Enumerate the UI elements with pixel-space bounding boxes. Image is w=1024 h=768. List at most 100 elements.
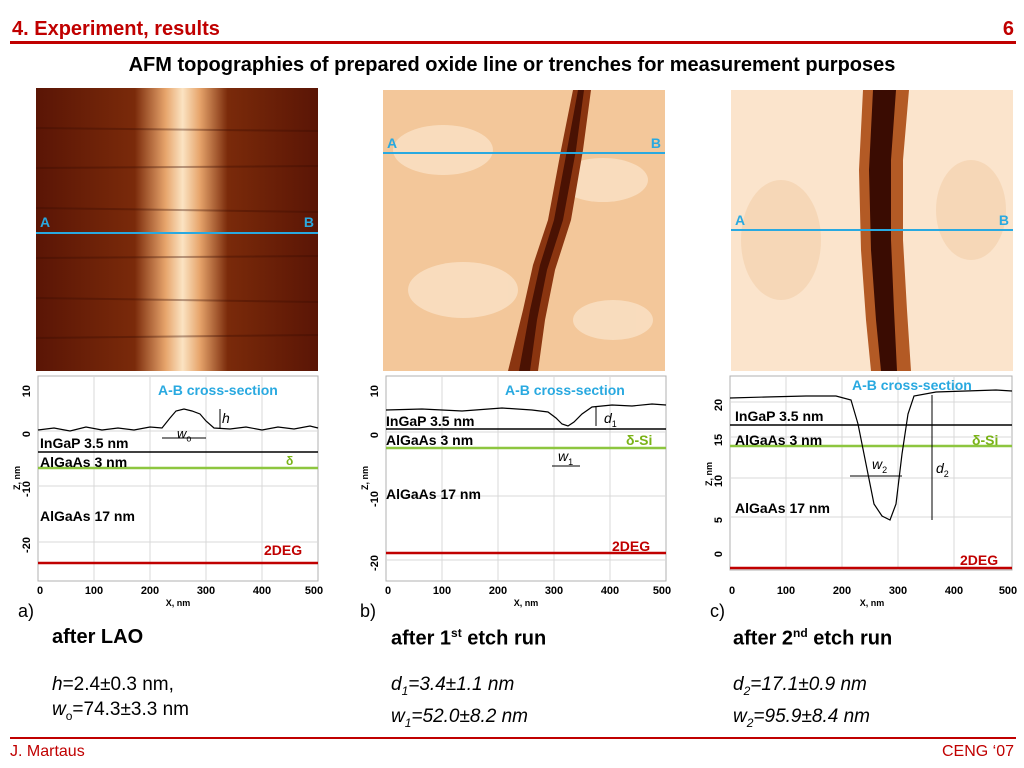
ytick-label: 0 bbox=[369, 432, 381, 438]
afm-image-b: A B bbox=[383, 90, 665, 371]
xtick-label: 200 bbox=[833, 585, 851, 597]
xtick-label: 0 bbox=[37, 585, 43, 597]
afm-image-a-graphic bbox=[36, 88, 318, 371]
result-w: wo=74.3±3.3 nm bbox=[52, 699, 190, 723]
layer-label-algaas-17: AlGaAs 17 nm bbox=[386, 486, 481, 502]
2deg-label: 2DEG bbox=[612, 538, 651, 554]
panel-letter-c: c) bbox=[710, 601, 725, 621]
layer-label-algaas-3: AlGaAs 3 nm bbox=[735, 432, 823, 448]
x-axis-label: X, nm bbox=[860, 598, 885, 608]
xtick-label: 0 bbox=[729, 585, 735, 597]
ytick-label: 5 bbox=[713, 517, 725, 523]
xtick-label: 300 bbox=[545, 585, 563, 597]
plot-frame bbox=[729, 375, 1013, 571]
ytick-label: 10 bbox=[21, 385, 33, 397]
result-w2: w2=95.9±8.4 nm bbox=[733, 705, 871, 730]
ytick-label: 15 bbox=[713, 434, 725, 446]
xtick-label: 300 bbox=[889, 585, 907, 597]
xtick-label: 400 bbox=[253, 585, 271, 597]
layer-label-ingap: InGaP 3.5 nm bbox=[386, 413, 475, 429]
ytick-label: 20 bbox=[713, 399, 725, 411]
result-w1: w1=52.0±8.2 nm bbox=[391, 705, 529, 730]
xtick-label: 400 bbox=[945, 585, 963, 597]
xtick-label: 100 bbox=[85, 585, 103, 597]
footer-conference: CENG ‘07 bbox=[941, 743, 1014, 760]
caption-c: after 2nd etch run bbox=[733, 626, 893, 650]
section-label-b: B bbox=[650, 135, 661, 151]
layer-label-algaas-3: AlGaAs 3 nm bbox=[386, 432, 474, 448]
d-label: d2 bbox=[936, 460, 949, 479]
delta-label: δ bbox=[286, 454, 294, 468]
2deg-label: 2DEG bbox=[960, 552, 999, 568]
slide-number: 6 bbox=[1002, 18, 1014, 40]
y-axis-label: Z, nm bbox=[704, 462, 714, 486]
layer-label-ingap: InGaP 3.5 nm bbox=[735, 408, 824, 424]
cross-section-plot-a: 10 0 -10 -20 0 100 200 300 400 500 X, nm… bbox=[12, 375, 323, 608]
result-d1: d1=3.4±1.1 nm bbox=[391, 674, 515, 698]
ytick-label: 10 bbox=[713, 475, 725, 487]
profile-curve bbox=[729, 389, 1013, 521]
xtick-label: 200 bbox=[489, 585, 507, 597]
w-label: w2 bbox=[872, 456, 888, 475]
afm-image-a: A B bbox=[36, 88, 318, 371]
section-label-b: B bbox=[303, 214, 314, 230]
x-axis-label: X, nm bbox=[166, 598, 191, 608]
profile-curve bbox=[37, 408, 319, 432]
y-axis-label: Z, nm bbox=[360, 466, 370, 490]
xtick-label: 200 bbox=[141, 585, 159, 597]
delta-si-label: δ-Si bbox=[972, 432, 999, 448]
result-h: h=2.4±0.3 nm, bbox=[52, 674, 174, 695]
ytick-label: 10 bbox=[369, 385, 381, 397]
cross-section-plot-b: 10 0 -10 -20 0 100 200 300 400 500 X, nm… bbox=[360, 375, 671, 608]
panel-letter-b: b) bbox=[360, 601, 377, 621]
ytick-label: -20 bbox=[21, 537, 33, 553]
results-a: h=2.4±0.3 nm, wo=74.3±3.3 nm bbox=[52, 672, 189, 729]
section-label-b: B bbox=[998, 212, 1009, 228]
panel-letter-a: a) bbox=[18, 601, 35, 621]
afm-image-c: A B bbox=[731, 90, 1013, 371]
plot-title: A-B cross-section bbox=[852, 377, 972, 393]
d-label: d1 bbox=[604, 410, 617, 429]
ytick-label: -10 bbox=[21, 481, 33, 497]
ytick-label: -10 bbox=[369, 491, 381, 507]
xtick-label: 400 bbox=[601, 585, 619, 597]
cross-section-plot-c: 20 15 10 5 0 0 100 200 300 400 500 X, nm… bbox=[704, 375, 1017, 608]
results-b: d1=3.4±1.1 nm w1=52.0±8.2 nm bbox=[391, 672, 528, 736]
afm-image-c-graphic bbox=[731, 90, 1013, 371]
footer-author: J. Martaus bbox=[10, 743, 85, 760]
ytick-label: 0 bbox=[713, 551, 725, 557]
xtick-label: 500 bbox=[305, 585, 323, 597]
section-label-a: A bbox=[735, 212, 746, 228]
xtick-label: 100 bbox=[777, 585, 795, 597]
xtick-label: 500 bbox=[653, 585, 671, 597]
x-axis-label: X, nm bbox=[514, 598, 539, 608]
plot-title: A-B cross-section bbox=[158, 382, 278, 398]
footer-divider bbox=[10, 737, 1016, 739]
afm-image-b-graphic bbox=[383, 90, 665, 371]
ytick-label: -20 bbox=[369, 555, 381, 571]
profile-curve bbox=[385, 403, 667, 427]
section-label-a: A bbox=[387, 135, 398, 151]
delta-si-label: δ-Si bbox=[626, 432, 653, 448]
layer-label-algaas-17: AlGaAs 17 nm bbox=[40, 508, 135, 524]
layer-label-algaas-3: AlGaAs 3 nm bbox=[40, 454, 128, 470]
result-d2: d2=17.1±0.9 nm bbox=[733, 674, 867, 698]
header-divider bbox=[10, 41, 1016, 44]
layer-label-algaas-17: AlGaAs 17 nm bbox=[735, 500, 830, 516]
layer-label-ingap: InGaP 3.5 nm bbox=[40, 435, 129, 451]
plot-title: A-B cross-section bbox=[505, 382, 625, 398]
results-c: d2=17.1±0.9 nm w2=95.9±8.4 nm bbox=[733, 672, 870, 736]
xtick-label: 500 bbox=[999, 585, 1017, 597]
xtick-label: 100 bbox=[433, 585, 451, 597]
w-label: w1 bbox=[558, 448, 574, 467]
h-label: h bbox=[222, 410, 230, 426]
section-label-a: A bbox=[40, 214, 51, 230]
w-label: wo bbox=[177, 426, 192, 444]
ytick-label: 0 bbox=[21, 431, 33, 437]
caption-b: after 1st etch run bbox=[391, 626, 547, 650]
slide-subtitle: AFM topographies of prepared oxide line … bbox=[128, 54, 896, 76]
2deg-label: 2DEG bbox=[264, 542, 303, 558]
xtick-label: 0 bbox=[385, 585, 391, 597]
slide-title: 4. Experiment, results bbox=[12, 18, 220, 40]
xtick-label: 300 bbox=[197, 585, 215, 597]
